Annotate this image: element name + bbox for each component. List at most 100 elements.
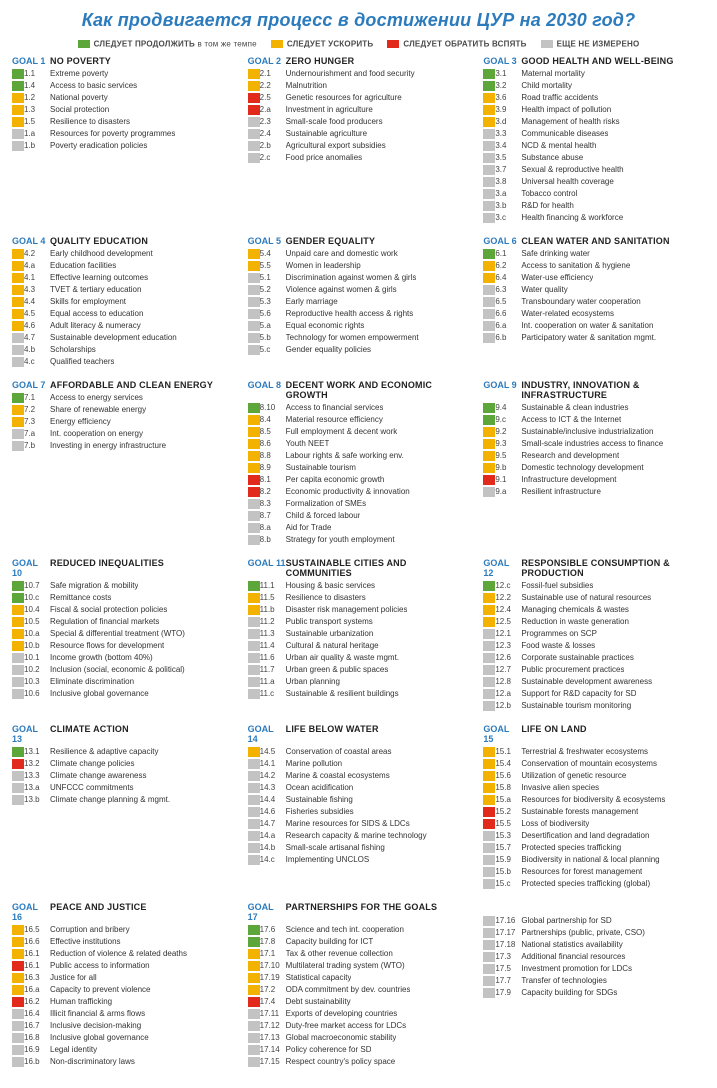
indicator-code: 4.b: [24, 344, 50, 356]
status-swatch: [483, 93, 495, 103]
indicator-label: R&D for health: [521, 200, 573, 212]
indicator-row: 1.2National poverty: [12, 92, 234, 104]
indicator-row: 15.7Protected species trafficking: [483, 842, 705, 854]
indicator-code: 17.15: [260, 1056, 286, 1068]
goal-number: GOAL 2: [248, 56, 286, 66]
indicator-code: 3.8: [495, 176, 521, 188]
indicator-code: 17.9: [495, 987, 521, 999]
indicator-row: 8.1Per capita economic growth: [248, 474, 470, 486]
indicator-row: 11.6Urban air quality & waste mgmt.: [248, 652, 470, 664]
indicator-label: Sustainable development education: [50, 332, 177, 344]
indicator-label: Resources for forest management: [521, 866, 642, 878]
status-swatch: [483, 69, 495, 79]
indicator-row: 16.2Human trafficking: [12, 996, 234, 1008]
indicator-label: Poverty eradication policies: [50, 140, 147, 152]
indicator-row: 5.2Violence against women & girls: [248, 284, 470, 296]
indicator-label: Resilience to disasters: [50, 116, 130, 128]
indicator-row: 7.aInt. cooperation on energy: [12, 428, 234, 440]
indicator-label: Regulation of financial markets: [50, 616, 159, 628]
status-swatch: [248, 153, 260, 163]
indicator-label: National poverty: [50, 92, 108, 104]
indicator-code: 9.a: [495, 486, 521, 498]
status-swatch: [248, 439, 260, 449]
status-swatch: [248, 653, 260, 663]
status-swatch: [12, 961, 24, 971]
status-swatch: [248, 819, 260, 829]
goal-block: GOAL 16PEACE AND JUSTICE16.5Corruption a…: [12, 902, 234, 1068]
indicator-row: 11.5Resilience to disasters: [248, 592, 470, 604]
indicator-code: 7.b: [24, 440, 50, 452]
indicator-row: 8.3Formalization of SMEs: [248, 498, 470, 510]
goal-block: GOAL 5GENDER EQUALITY5.4Unpaid care and …: [248, 236, 470, 368]
indicator-row: 17.14Policy coherence for SD: [248, 1044, 470, 1056]
status-swatch: [248, 665, 260, 675]
indicator-label: Sustainable forests management: [521, 806, 638, 818]
indicator-code: 15.8: [495, 782, 521, 794]
indicator-row: 12.1Programmes on SCP: [483, 628, 705, 640]
status-swatch: [483, 105, 495, 115]
status-swatch: [483, 463, 495, 473]
indicator-row: 4.aEducation facilities: [12, 260, 234, 272]
indicator-row: 7.1Access to energy services: [12, 392, 234, 404]
indicator-label: Discrimination against women & girls: [286, 272, 417, 284]
indicator-row: 4.cQualified teachers: [12, 356, 234, 368]
indicator-label: Maternal mortality: [521, 68, 585, 80]
indicator-code: 16.8: [24, 1032, 50, 1044]
status-swatch: [248, 333, 260, 343]
indicator-label: Equal access to education: [50, 308, 143, 320]
indicator-row: 10.5Regulation of financial markets: [12, 616, 234, 628]
indicator-code: 8.5: [260, 426, 286, 438]
indicator-row: 17.8Capacity building for ICT: [248, 936, 470, 948]
indicator-code: 12.2: [495, 592, 521, 604]
indicator-code: 16.b: [24, 1056, 50, 1068]
indicator-label: Inclusive global governance: [50, 1032, 149, 1044]
indicator-code: 7.3: [24, 416, 50, 428]
indicator-label: Research and development: [521, 450, 619, 462]
indicator-code: 3.5: [495, 152, 521, 164]
status-swatch: [248, 807, 260, 817]
indicator-row: 10.bResource flows for development: [12, 640, 234, 652]
indicator-label: Gender equality policies: [286, 344, 371, 356]
goal-header: GOAL 1NO POVERTY: [12, 56, 234, 66]
indicator-label: Sustainable agriculture: [286, 128, 367, 140]
indicator-label: Sustainable & resilient buildings: [286, 688, 399, 700]
status-swatch: [248, 973, 260, 983]
indicator-row: 15.1Terrestrial & freshwater ecosystems: [483, 746, 705, 758]
goal-header: GOAL 3GOOD HEALTH AND WELL-BEING: [483, 56, 705, 66]
indicator-code: 9.b: [495, 462, 521, 474]
indicator-label: Additional financial resources: [521, 951, 625, 963]
status-swatch: [248, 81, 260, 91]
indicator-code: 9.4: [495, 402, 521, 414]
status-swatch: [248, 1057, 260, 1067]
goal-block: GOAL 9INDUSTRY, INNOVATION & INFRASTRUCT…: [483, 380, 705, 546]
indicator-row: 13.3Climate change awareness: [12, 770, 234, 782]
status-swatch: [483, 689, 495, 699]
indicator-row: 1.3Social protection: [12, 104, 234, 116]
indicator-label: Extreme poverty: [50, 68, 108, 80]
indicator-row: 2.bAgricultural export subsidies: [248, 140, 470, 152]
status-swatch: [12, 1045, 24, 1055]
indicator-label: Urban air quality & waste mgmt.: [286, 652, 399, 664]
status-swatch: [483, 940, 495, 950]
indicator-label: Marine pollution: [286, 758, 342, 770]
indicator-row: 8.aAid for Trade: [248, 522, 470, 534]
indicator-code: 14.b: [260, 842, 286, 854]
indicator-code: 13.b: [24, 794, 50, 806]
status-swatch: [483, 309, 495, 319]
indicator-code: 11.a: [260, 676, 286, 688]
indicator-code: 17.2: [260, 984, 286, 996]
indicator-label: ODA commitment by dev. countries: [286, 984, 411, 996]
indicator-row: 5.aEqual economic rights: [248, 320, 470, 332]
status-swatch: [12, 581, 24, 591]
indicator-row: 6.aInt. cooperation on water & sanitatio…: [483, 320, 705, 332]
status-swatch: [248, 463, 260, 473]
indicator-code: 14.2: [260, 770, 286, 782]
indicator-code: 8.8: [260, 450, 286, 462]
indicator-row: 3.8Universal health coverage: [483, 176, 705, 188]
indicator-row: 17.11Exports of developing countries: [248, 1008, 470, 1020]
indicator-code: 10.b: [24, 640, 50, 652]
status-swatch: [248, 511, 260, 521]
indicator-label: Infrastructure development: [521, 474, 616, 486]
status-swatch: [12, 309, 24, 319]
indicator-row: 4.7Sustainable development education: [12, 332, 234, 344]
